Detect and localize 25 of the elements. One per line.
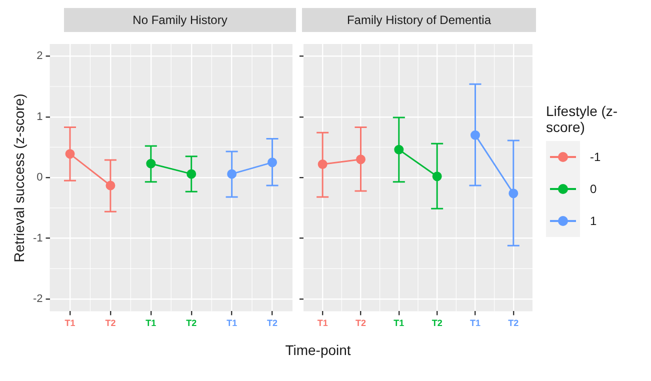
x-tick-label: T1: [64, 318, 76, 328]
legend-label: 1: [590, 214, 597, 228]
x-tick-label: T1: [470, 318, 481, 328]
x-tick-label: T1: [226, 318, 238, 328]
x-tick-label: T2: [355, 318, 366, 328]
y-axis-title: Retrieval success (z-score): [11, 94, 27, 262]
y-tick-label: -1: [33, 232, 43, 244]
x-tick-label: T1: [317, 318, 328, 328]
chart-title: No Family History: [64, 8, 296, 32]
y-tick-label: 0: [36, 172, 43, 184]
legend-label: 0: [590, 182, 597, 196]
x-tick-label: T2: [432, 318, 442, 328]
y-tick-label: 1: [36, 110, 43, 123]
x-tick-label: T1: [146, 318, 156, 328]
x-tick-label: T2: [105, 318, 116, 328]
legend-title: Lifestyle (z-score): [546, 103, 619, 135]
y-tick-label: -2: [33, 293, 43, 306]
legend-label: -1: [590, 150, 601, 164]
x-axis-title: Time-point: [284, 342, 352, 358]
y-tick-label: 2: [36, 50, 43, 62]
x-tick-label: T2: [267, 318, 278, 328]
x-tick-label: T2: [186, 318, 197, 328]
x-tick-label: T1: [394, 318, 404, 328]
x-tick-label: T2: [508, 318, 519, 328]
chart-title: Family History of Dementia: [302, 8, 536, 32]
